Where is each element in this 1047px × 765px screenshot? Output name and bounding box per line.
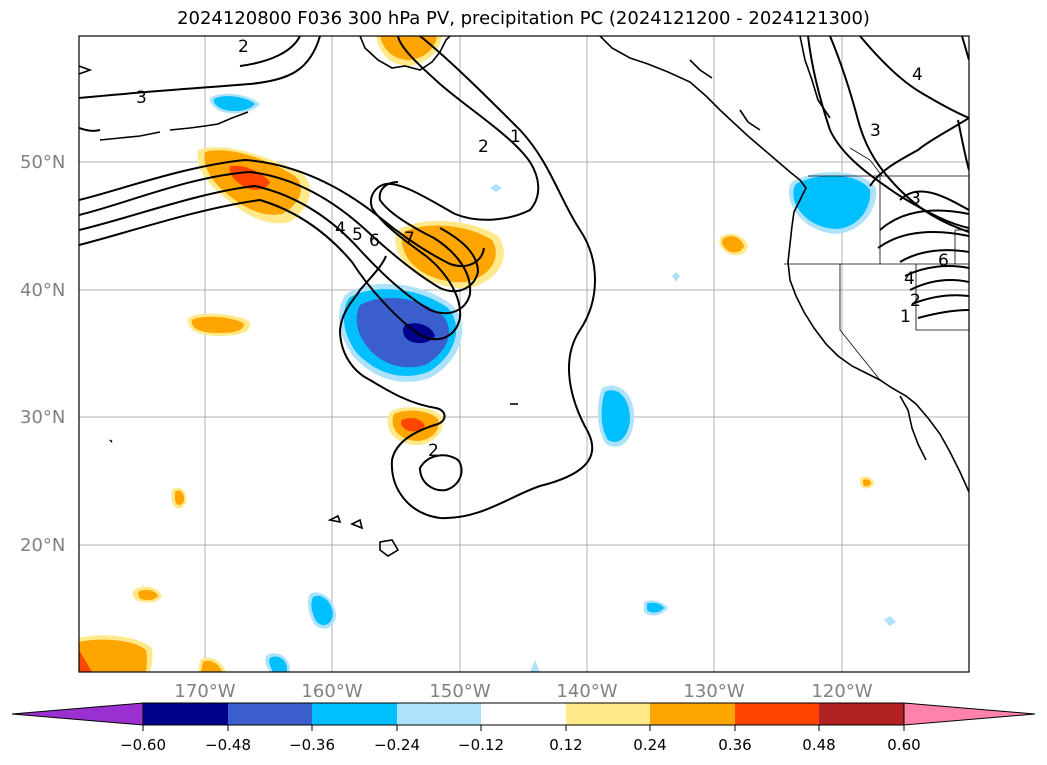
contour-label: 7 (404, 229, 415, 249)
colorbar-tick: 0.60 (887, 736, 920, 754)
lon-label-130w: 130°W (683, 681, 744, 702)
contour-label: 6 (938, 251, 949, 271)
contour-label: 4 (904, 269, 915, 289)
contour-labels: 3 2 2 1 4 5 6 7 2 3 4 3 6 4 2 1 (136, 37, 949, 461)
lon-label-170w: 170°W (174, 681, 235, 702)
contour-label: 3 (136, 88, 147, 108)
map-title: 2024120800 F036 300 hPa PV, precipitatio… (177, 8, 870, 29)
lon-label-140w: 140°W (556, 681, 617, 702)
lon-label-120w: 120°W (811, 681, 872, 702)
colorbar-tick: −0.48 (205, 736, 251, 754)
contour-label: 4 (335, 219, 346, 239)
colorbar-tick: 0.36 (718, 736, 751, 754)
contour-label: 1 (900, 307, 911, 327)
colorbar-segment-1 (143, 703, 228, 725)
contour-label: 2 (478, 137, 489, 157)
contour-label: 2 (910, 291, 921, 311)
colorbar-segment-0 (11, 702, 144, 726)
contour-label: 3 (910, 189, 921, 209)
contour-label: 5 (352, 225, 363, 245)
colorbar-segment-5 (481, 703, 566, 725)
colorbar-tick: 0.48 (802, 736, 835, 754)
lat-labels: 50°N 40°N 30°N 20°N (20, 152, 65, 556)
colorbar-tick: −0.60 (120, 736, 166, 754)
lat-label-30n: 30°N (20, 407, 65, 428)
colorbar-segment-6 (566, 703, 650, 725)
lon-labels: 170°W 160°W 150°W 140°W 130°W 120°W (174, 681, 872, 702)
colorbar-segment-10 (903, 702, 1036, 726)
colorbar-tick: −0.24 (374, 736, 420, 754)
map-frame (78, 35, 970, 673)
lon-label-150w: 150°W (429, 681, 490, 702)
contour-label: 4 (912, 65, 923, 85)
colorbar-segment-2 (228, 703, 312, 725)
colorbar-segment-9 (819, 703, 904, 725)
lat-label-50n: 50°N (20, 152, 65, 173)
coastlines (79, 36, 969, 557)
colorbar-segment-3 (312, 703, 397, 725)
colorbar-tick: 0.24 (633, 736, 666, 754)
lat-label-40n: 40°N (20, 280, 65, 301)
contour-label: 1 (510, 127, 521, 147)
contour-label: 6 (369, 231, 380, 251)
precip-shading (79, 36, 896, 672)
colorbar-tick: −0.12 (458, 736, 504, 754)
state-borders (784, 147, 969, 381)
pv-contours (79, 36, 969, 520)
colorbar-segment-8 (735, 703, 819, 725)
contour-label: 2 (428, 441, 439, 461)
contour-label: 3 (870, 121, 881, 141)
colorbar-tick: 0.12 (549, 736, 582, 754)
gridlines (79, 36, 969, 672)
colorbar-tick: −0.36 (289, 736, 335, 754)
colorbar-segment-4 (397, 703, 481, 725)
contour-label: 2 (238, 37, 249, 57)
colorbar-segment-7 (650, 703, 735, 725)
lon-label-160w: 160°W (301, 681, 362, 702)
lat-label-20n: 20°N (20, 535, 65, 556)
colorbar: −0.60 −0.48 −0.36 −0.24 −0.12 0.12 0.24 … (11, 702, 1036, 754)
